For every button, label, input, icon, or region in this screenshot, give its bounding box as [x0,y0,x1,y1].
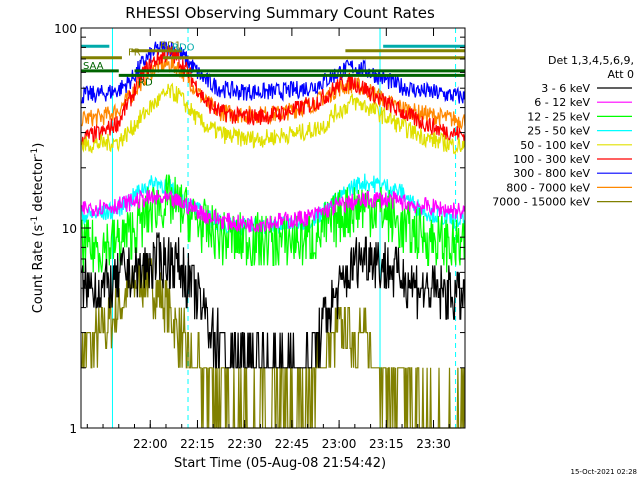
timestamp: 15-Oct-2021 02:28 [571,468,637,476]
legend-label-5: 100 - 300 keV [513,153,590,166]
legend-label-8: 7000 - 15000 keV [492,196,590,209]
plot-area: FR RD1 SAA RD RDO [80,28,466,429]
y-axis-label-main: Count Rate (s [31,225,46,314]
x-axis: 22:00 22:15 22:30 22:45 23:00 23:15 23:30 [86,28,466,451]
legend-label-0: 3 - 6 keV [541,82,590,95]
y-axis-label-mid: detector [31,156,46,216]
legend-label-2: 12 - 25 keV [527,110,590,123]
flag-label-rd1: RD1 [160,41,181,52]
series-line-50-100kev [81,82,466,156]
legend-title-line-2: Att 0 [608,68,634,81]
x-tick-label-22:00: 22:00 [133,437,168,451]
legend-label-6: 300 - 800 keV [513,167,590,180]
y-axis-label: Count Rate (s-1 detector-1) [30,143,46,314]
x-tick-label-23:30: 23:30 [416,437,451,451]
series-line-6-12kev [81,189,466,233]
flag-label-rdo: RDO [172,42,195,53]
legend-label-1: 6 - 12 keV [534,96,590,109]
chart-title: RHESSI Observing Summary Count Rates [125,4,435,22]
y-axis-label-sup2: -1 [30,148,40,157]
x-tick-label-22:15: 22:15 [180,437,215,451]
series-line-12-25kev [81,174,466,273]
x-tick-label-22:30: 22:30 [227,437,262,451]
y-axis: 1 10 100 [54,22,465,436]
x-axis-label: Start Time (05-Aug-08 21:54:42) [174,456,386,471]
flag-label-saa: SAA [83,61,104,72]
y-tick-label-10: 10 [62,222,77,236]
legend-label-4: 50 - 100 keV [520,139,590,152]
legend-title-line-1: Det 1,3,4,5,6,9, [548,54,634,67]
x-tick-label-23:15: 23:15 [369,437,404,451]
legend-label-7: 800 - 7000 keV [506,181,590,194]
y-axis-label-sup1: -1 [30,216,40,225]
y-axis-label-end: ) [31,143,46,148]
y-tick-label-100: 100 [54,22,77,36]
series-line-3-6kev [81,232,466,369]
legend-label-3: 25 - 50 keV [527,125,590,138]
series-line-800-7000kev [81,54,466,130]
x-tick-label-23:00: 23:00 [322,437,357,451]
y-tick-label-1: 1 [69,422,77,436]
x-tick-label-22:45: 22:45 [275,437,310,451]
flag-label-fr: FR [128,48,141,59]
flag-label-rd: RD [138,77,153,88]
